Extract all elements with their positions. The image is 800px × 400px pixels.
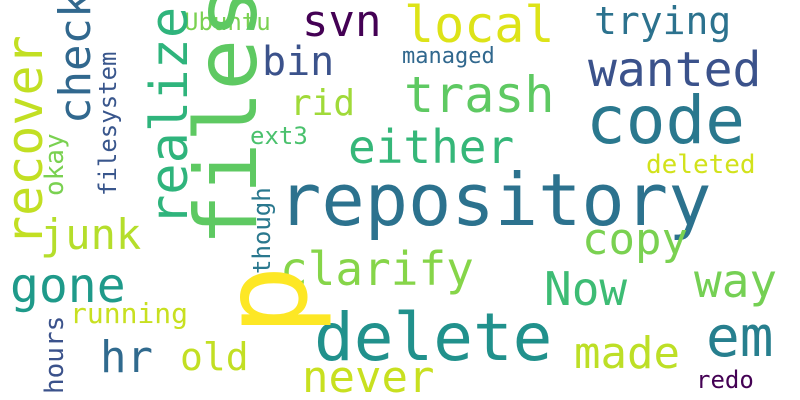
word-gone: gone	[10, 258, 126, 314]
word-way: way	[694, 254, 778, 308]
word-never: never	[302, 352, 435, 400]
word-rid: rid	[290, 83, 356, 124]
word-hours: hours	[40, 315, 70, 394]
word-though: though	[248, 187, 276, 274]
word-code: code	[586, 82, 745, 159]
word-deleted: deleted	[646, 150, 756, 180]
word-made: made	[574, 328, 680, 379]
word-trying: trying	[594, 0, 732, 43]
word-running: running	[70, 297, 189, 330]
word-junk: junk	[40, 210, 142, 259]
word-either: either	[348, 120, 515, 174]
word-em: em	[706, 305, 774, 370]
word-bin: check	[50, 0, 101, 124]
word-now: Now	[544, 262, 628, 316]
word-filesystem: filesystem	[94, 51, 122, 197]
word-svn: svn	[302, 0, 382, 47]
word-managed: managed	[402, 44, 495, 69]
word-hr: hr	[100, 332, 153, 383]
word-old: old	[180, 335, 249, 379]
word-trash: trash	[404, 66, 555, 124]
word-copy: copy	[582, 214, 688, 265]
word-redo: redo	[696, 366, 754, 394]
word-wanted: wanted	[588, 42, 762, 98]
word-repository: repository	[278, 158, 712, 242]
word-clarify: clarify	[280, 242, 474, 296]
word-okay: okay	[40, 133, 70, 196]
word-check: bin	[262, 39, 335, 85]
word-realize: realize	[140, 6, 200, 226]
word-delete: delete	[314, 299, 553, 376]
word-local: local	[404, 0, 555, 54]
word-ubuntu: Ubuntu	[184, 8, 271, 36]
word-p: p	[196, 264, 334, 336]
word-ext3: ext3	[250, 122, 308, 150]
